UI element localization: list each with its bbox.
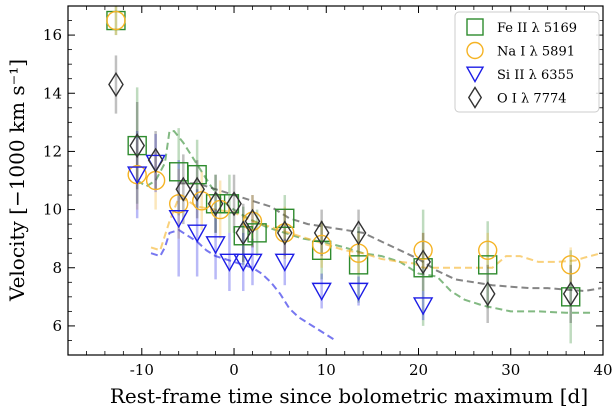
point-si-9 <box>311 282 332 302</box>
point-fe-4 <box>205 194 226 214</box>
point-na-0 <box>106 10 126 31</box>
point-fe-3 <box>187 164 207 185</box>
legend-marker-fe <box>466 18 484 36</box>
point-o-0 <box>108 71 124 98</box>
legend-label-fe: Fe II λ 5169 <box>497 21 577 36</box>
point-si-5 <box>219 253 240 272</box>
point-na-10 <box>413 240 433 261</box>
curve-fe <box>136 130 594 314</box>
point-si-4 <box>205 236 226 255</box>
y-axis-label: Velocity [−1000 km s⁻¹] <box>5 59 29 302</box>
y-tick-label-0: 6 <box>52 317 62 335</box>
point-si-10 <box>348 282 369 302</box>
point-o-12 <box>415 249 431 275</box>
point-fe-9 <box>311 240 332 261</box>
y-tick-label-3: 12 <box>43 142 62 160</box>
curve-o <box>178 182 602 293</box>
legend-box <box>454 11 600 113</box>
y-tick-label-4: 14 <box>43 84 62 102</box>
point-o-1 <box>129 133 146 159</box>
point-o-9 <box>276 220 293 246</box>
point-na-3 <box>168 194 189 214</box>
curves-layer <box>136 130 602 342</box>
point-o-8 <box>244 208 261 234</box>
point-o-10 <box>313 220 330 246</box>
legend-label-o: O I λ 7774 <box>497 92 567 107</box>
point-o-6 <box>226 191 242 217</box>
point-o-11 <box>350 220 367 246</box>
y-tick-label-1: 8 <box>52 259 62 277</box>
point-o-3 <box>175 176 192 202</box>
point-na-8 <box>311 234 332 255</box>
x-tick-label-0: -10 <box>130 361 154 379</box>
point-o-14 <box>562 281 579 307</box>
x-tick-label-3: 20 <box>409 361 428 379</box>
point-si-7 <box>242 253 263 272</box>
point-si-0 <box>126 166 148 185</box>
x-tick-label-2: 10 <box>317 361 336 379</box>
x-axis-label: Rest-frame time since bolometric maximum… <box>110 384 588 408</box>
point-na-7 <box>275 223 295 243</box>
curve-na <box>150 196 602 269</box>
point-na-11 <box>477 240 498 261</box>
point-fe-1 <box>127 135 147 156</box>
legend-label-na: Na I λ 5891 <box>497 45 575 60</box>
x-tick-label-1: 0 <box>229 361 239 379</box>
point-na-12 <box>561 255 581 275</box>
point-o-13 <box>479 281 496 307</box>
legend-marker-si <box>465 66 485 84</box>
plot-area <box>106 6 602 344</box>
markers-layer <box>106 10 581 316</box>
point-fe-12 <box>477 255 498 275</box>
point-fe-8 <box>275 208 295 229</box>
legend-marker-o <box>467 86 483 109</box>
legend-label-si: Si II λ 6355 <box>497 68 574 83</box>
point-si-11 <box>412 297 434 316</box>
point-o-5 <box>207 191 224 217</box>
point-o-2 <box>147 147 164 173</box>
legend-marker-na <box>466 41 484 60</box>
y-tick-label-2: 10 <box>43 201 62 219</box>
point-fe-5 <box>219 194 240 214</box>
y-tick-label-5: 16 <box>43 26 62 44</box>
x-tick-label-4: 30 <box>501 361 520 379</box>
point-o-7 <box>235 220 252 246</box>
legend: Fe II λ 5169 Na I λ 5891 Si II λ 6355 O I λ… <box>454 11 600 113</box>
axes: -10 0 10 20 30 40 6 8 10 12 14 16 <box>43 5 613 379</box>
point-fe-10 <box>348 255 369 275</box>
point-si-8 <box>274 253 295 272</box>
point-o-4 <box>189 176 205 202</box>
point-si-2 <box>168 209 189 229</box>
point-si-3 <box>186 224 208 243</box>
errorbars-layer <box>114 6 572 344</box>
x-tick-label-5: 40 <box>593 361 612 379</box>
